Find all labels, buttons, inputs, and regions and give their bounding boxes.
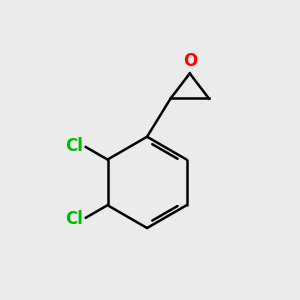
- Text: Cl: Cl: [65, 210, 83, 228]
- Text: O: O: [183, 52, 197, 70]
- Text: Cl: Cl: [65, 136, 83, 154]
